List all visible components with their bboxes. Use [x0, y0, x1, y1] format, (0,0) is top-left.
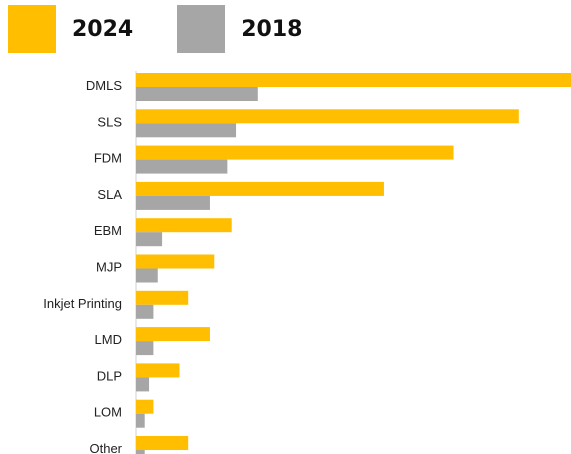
category-label: EBM [94, 223, 122, 238]
legend-swatch-2018 [177, 5, 226, 53]
bar-2018 [136, 450, 145, 454]
bar-2018 [136, 195, 210, 210]
bar-2024 [136, 363, 180, 378]
bar-2018 [136, 123, 237, 138]
bar-2018 [136, 377, 150, 392]
legend-label-2018: 2018 [241, 16, 303, 42]
bar-2024 [136, 327, 210, 342]
bar-2018 [136, 268, 158, 283]
category-label: MJP [96, 260, 122, 275]
bar-2018 [136, 87, 258, 101]
legend-item-2018: 2018 [177, 5, 302, 53]
legend-swatch-2024 [8, 5, 56, 53]
bar-2018 [136, 304, 154, 319]
category-label: SLS [97, 114, 122, 129]
legend: 2024 2018 [8, 5, 346, 53]
legend-item-2024: 2024 [8, 5, 133, 53]
category-label: FDM [94, 151, 122, 166]
category-label: DMLS [86, 78, 122, 93]
bar-2024 [136, 145, 454, 160]
category-label: LOM [94, 405, 122, 420]
bar-2024 [136, 109, 519, 124]
category-label: DLP [97, 368, 122, 383]
bar-2018 [136, 341, 154, 356]
category-label: SLA [97, 187, 122, 202]
bar-2024 [136, 436, 189, 450]
bar-2018 [136, 232, 163, 247]
category-label: LMD [95, 332, 122, 347]
bar-2024 [136, 254, 215, 269]
bar-2024 [136, 73, 571, 87]
category-label: Other [89, 441, 122, 454]
bar-2024 [136, 399, 154, 414]
bar-2024 [136, 218, 232, 233]
bar-2018 [136, 159, 228, 174]
category-label: Inkjet Printing [43, 296, 122, 311]
bar-2018 [136, 413, 145, 428]
bar-2024 [136, 181, 384, 196]
legend-label-2024: 2024 [72, 16, 134, 42]
bar-2024 [136, 290, 189, 305]
